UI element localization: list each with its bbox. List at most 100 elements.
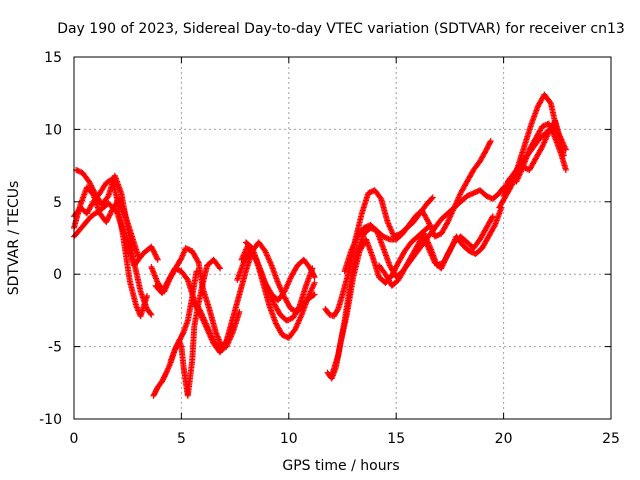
data-point — [90, 187, 97, 194]
y-tick-labels: -10 -5 0 5 10 15 — [39, 50, 62, 428]
data-point — [153, 254, 160, 261]
y-tick-label: 0 — [53, 267, 62, 283]
data-point — [393, 263, 400, 270]
data-point — [197, 310, 204, 317]
x-axis-title: GPS time / hours — [282, 458, 399, 474]
y-tick-label: 5 — [53, 195, 62, 211]
data-point — [428, 195, 435, 202]
data-point — [193, 268, 200, 275]
y-axis-title: SDTVAR / TECUs — [6, 181, 22, 296]
data-point — [558, 140, 565, 147]
series-arc-18 — [418, 213, 496, 272]
x-tick-label: 15 — [387, 431, 405, 447]
chart-title: Day 190 of 2023, Sidereal Day-to-day VTE… — [57, 21, 625, 37]
data-point — [562, 146, 569, 153]
data-point — [161, 284, 168, 291]
data-point — [106, 212, 113, 219]
data-point — [88, 183, 95, 190]
series-arc-10 — [234, 248, 318, 341]
data-point — [377, 194, 384, 201]
data-point — [179, 330, 186, 337]
series-arc-4 — [71, 200, 161, 269]
data-point — [311, 291, 318, 298]
data-point — [105, 213, 112, 220]
data-point — [103, 217, 110, 224]
data-point — [104, 194, 111, 201]
data-point — [103, 219, 110, 226]
data-points — [71, 91, 569, 399]
data-point — [154, 255, 161, 262]
data-point — [311, 279, 318, 286]
data-point — [538, 145, 545, 152]
data-point — [183, 275, 190, 282]
x-tick-labels: 0 5 10 15 20 25 — [70, 431, 620, 447]
data-point — [86, 179, 93, 186]
series-arc-8 — [150, 268, 200, 399]
data-point — [150, 248, 157, 255]
data-point — [295, 304, 302, 311]
plot-frame — [73, 56, 612, 420]
data-point — [152, 251, 159, 258]
x-tick-label: 25 — [602, 431, 620, 447]
data-point — [87, 182, 94, 189]
y-tick-label: -10 — [39, 412, 62, 428]
data-point — [105, 215, 112, 222]
data-point — [216, 264, 223, 271]
data-point — [491, 223, 498, 230]
series-arc-15 — [328, 137, 494, 379]
data-point — [154, 256, 161, 263]
data-point — [162, 370, 169, 377]
data-point — [159, 290, 166, 297]
data-point — [162, 283, 169, 290]
data-point — [444, 220, 451, 227]
data-point — [150, 247, 157, 254]
data-point — [148, 243, 155, 250]
data-point — [489, 214, 496, 221]
y-tick-label: 15 — [44, 50, 62, 66]
data-point — [562, 166, 569, 173]
y-tick-label: 10 — [44, 122, 62, 138]
axis-ticks — [73, 56, 612, 420]
data-point — [546, 99, 553, 106]
data-point — [161, 286, 168, 293]
grid-lines — [74, 57, 611, 419]
series-arc-22 — [500, 117, 565, 200]
data-point — [194, 258, 201, 265]
data-point — [107, 211, 114, 218]
y-tick-label: -5 — [48, 340, 62, 356]
data-point — [310, 292, 317, 299]
data-point — [159, 288, 166, 295]
data-point — [91, 188, 98, 195]
series-arc-13 — [322, 187, 436, 320]
data-point — [163, 280, 170, 287]
data-point — [87, 181, 94, 188]
series-arc-9 — [191, 239, 318, 356]
data-point — [107, 209, 114, 216]
x-tick-label: 10 — [280, 431, 298, 447]
data-point — [104, 216, 111, 223]
data-point — [177, 256, 184, 263]
series-arc-12 — [242, 239, 318, 304]
data-point — [222, 339, 229, 346]
data-point — [162, 282, 169, 289]
data-point — [310, 272, 317, 279]
data-point — [334, 307, 341, 314]
data-point — [424, 217, 431, 224]
x-tick-label: 0 — [70, 431, 79, 447]
data-point — [489, 213, 496, 220]
data-point — [487, 137, 494, 144]
data-point — [152, 252, 159, 259]
x-tick-label: 20 — [495, 431, 513, 447]
x-tick-label: 5 — [177, 431, 186, 447]
data-point — [89, 185, 96, 192]
data-point — [149, 246, 156, 253]
data-point — [148, 244, 155, 251]
data-point — [86, 178, 93, 185]
data-point — [160, 287, 167, 294]
data-point — [164, 279, 171, 286]
data-point — [429, 194, 436, 201]
data-point — [151, 250, 158, 257]
data-point — [394, 262, 401, 269]
data-point — [89, 186, 96, 193]
